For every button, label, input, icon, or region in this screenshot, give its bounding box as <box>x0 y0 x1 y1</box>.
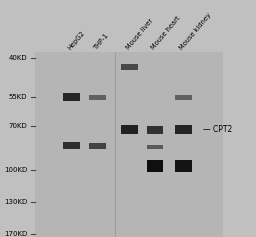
Text: Mouse heart: Mouse heart <box>150 15 182 51</box>
Text: — CPT2: — CPT2 <box>203 125 232 134</box>
Text: 100KD: 100KD <box>4 167 27 173</box>
Text: THP-1: THP-1 <box>93 32 110 51</box>
Text: HepG2: HepG2 <box>67 30 86 51</box>
Text: 170KD: 170KD <box>4 231 27 237</box>
Bar <box>89 143 106 149</box>
Bar <box>146 160 163 172</box>
Text: 40KD: 40KD <box>8 55 27 61</box>
Bar <box>89 95 106 100</box>
Text: Mouse liver: Mouse liver <box>125 18 154 51</box>
Bar <box>63 142 80 149</box>
Text: 130KD: 130KD <box>4 199 27 205</box>
Bar <box>121 64 138 70</box>
Bar <box>175 125 192 134</box>
Bar <box>146 145 163 149</box>
Bar <box>121 125 138 134</box>
Text: 55KD: 55KD <box>8 94 27 100</box>
Bar <box>63 93 80 101</box>
Bar <box>175 95 192 100</box>
Bar <box>146 126 163 134</box>
Bar <box>175 160 192 172</box>
Text: Mouse kidney: Mouse kidney <box>179 12 213 51</box>
Text: 70KD: 70KD <box>8 123 27 129</box>
